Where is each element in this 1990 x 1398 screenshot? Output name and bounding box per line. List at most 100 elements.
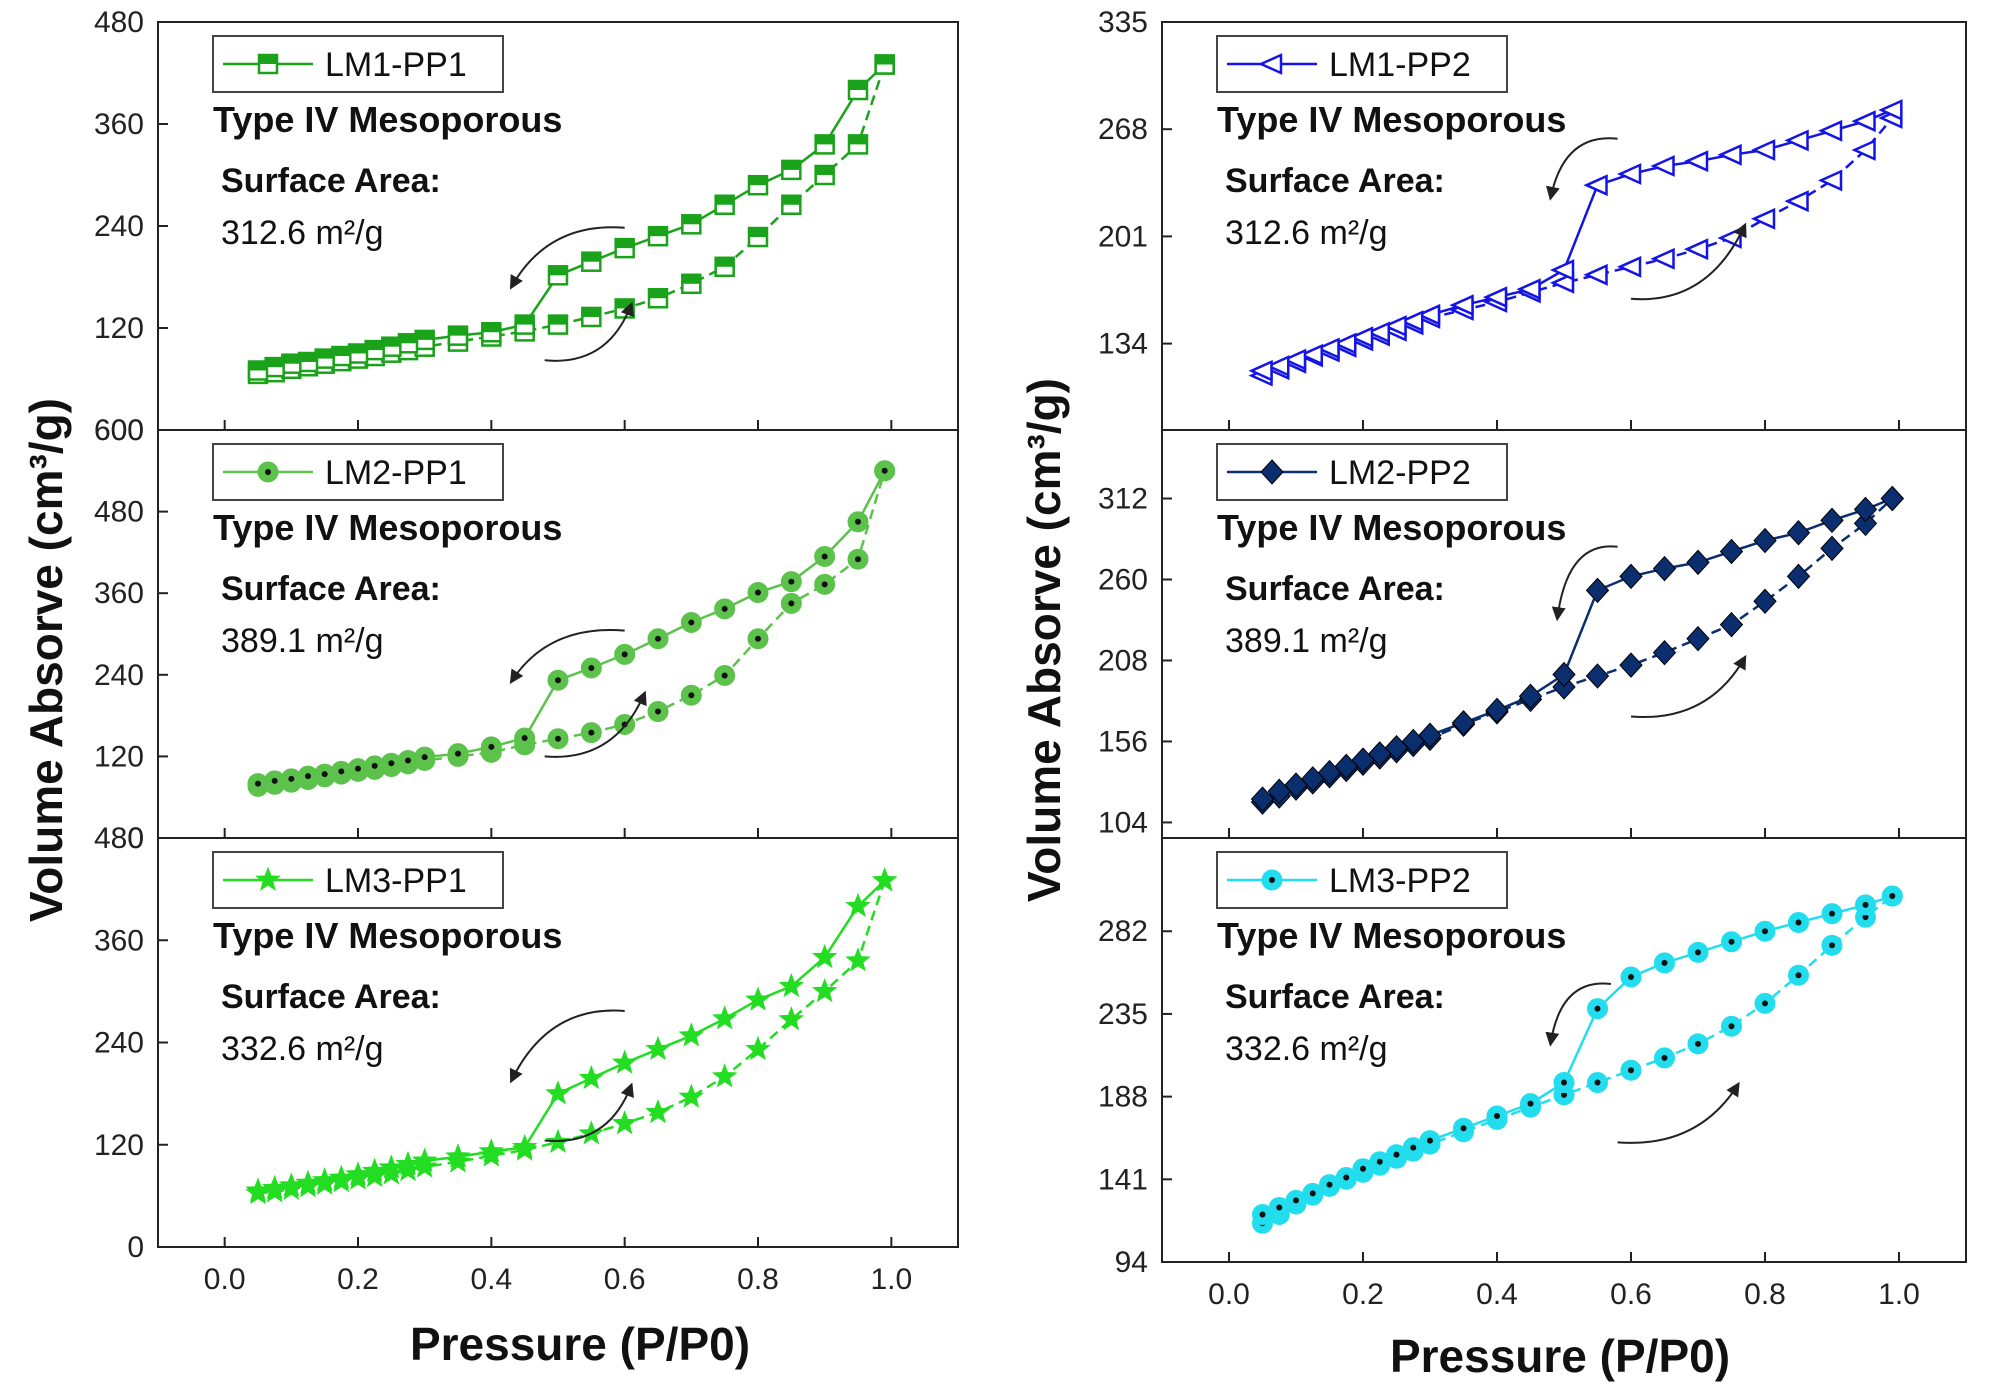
lm1-pp2-desorption-point-18 — [1348, 326, 1374, 349]
lm2-pp1-ytick-label-1: 120 — [94, 740, 144, 773]
lm3-pp1-desorption-point-23 — [261, 1174, 288, 1200]
lm2-pp2-desorption-point-9 — [1585, 577, 1610, 604]
lm2-pp1-desorption-point-21 — [297, 765, 319, 787]
lm2-pp1-desorption-point-5 — [714, 598, 736, 620]
lm1-pp2-legend-point-0 — [1257, 53, 1283, 75]
lm1-pp1-desorption-point-8 — [614, 237, 635, 259]
lm1-pp1-desorption-point-18 — [347, 343, 369, 364]
lm3-pp2-desorption-point-17 — [1369, 1151, 1391, 1173]
lm2-pp2-adsorption-point-17 — [1652, 639, 1677, 666]
lm3-pp1-adsorption-arrow — [544, 1082, 634, 1143]
lm2-pp2-ytick-label-0: 104 — [1098, 806, 1148, 839]
lm3-pp1-desorption-point-22 — [278, 1172, 305, 1197]
lm3-pp1-desorption-arrow — [509, 1009, 625, 1084]
lm3-pp2-desorption-point-11 — [1520, 1093, 1541, 1115]
lm2-pp1-desorption-point-3 — [780, 571, 802, 593]
lm1-pp2-adsorption-arrow — [1630, 222, 1747, 301]
lm3-pp2-desorption-point-20 — [1319, 1174, 1340, 1196]
panel-lm1-pp2: 134 201 268 335 LM1-PP2 Type IV Mesoporous Sur… — [1098, 6, 1967, 431]
lm3-pp2-desorption-point-13 — [1453, 1117, 1474, 1139]
lm1-pp2-desorption-point-2 — [1817, 119, 1843, 142]
lm1-pp2-desorption-point-15 — [1399, 310, 1424, 333]
lm1-pp1-adsorption-point-21 — [781, 194, 802, 215]
lm1-pp2-adsorption-point-21 — [1784, 190, 1809, 213]
lm2-pp1-ytick-label-4: 480 — [94, 496, 144, 529]
lm3-pp2-adsorption-point-17 — [1654, 1047, 1675, 1069]
lm3-pp1-desorption-point-0 — [871, 867, 898, 892]
lm3-pp1-legend-label: LM3-PP1 — [325, 862, 467, 900]
lm1-pp2-desorption-point-22 — [1281, 348, 1307, 371]
lm3-pp1-desorption-point-11 — [511, 1133, 538, 1159]
lm3-pp2-desorption-point-10 — [1553, 1072, 1575, 1094]
lm3-pp2-adsorption-point-22 — [1821, 934, 1843, 956]
lm2-pp1-desorption-point-7 — [647, 628, 669, 650]
lm2-pp1-adsorption-point-14 — [547, 728, 569, 750]
lm3-pp2-desorption-point-6 — [1687, 941, 1709, 963]
lm3-pp1-desorption-point-1 — [845, 892, 871, 918]
lm1-pp2-desorption-point-24 — [1248, 359, 1273, 382]
lm2-pp1-area-label: Surface Area: — [221, 570, 441, 608]
lm1-pp1-type-label: Type IV Mesoporous — [213, 99, 562, 140]
lm2-pp1-desorption-point-22 — [280, 768, 302, 790]
lm1-pp1-legend: LM1-PP1 — [212, 35, 504, 93]
lm3-pp1-desorption-point-2 — [811, 943, 838, 969]
lm2-pp1-adsorption-point-23 — [847, 548, 869, 570]
lm2-pp1-desorption-point-17 — [364, 755, 386, 777]
lm3-pp1-ytick-label-0: 0 — [127, 1231, 144, 1264]
lm1-pp1-adsorption-point-15 — [581, 306, 602, 328]
lm2-pp2-desorption-point-13 — [1451, 710, 1476, 736]
lm2-pp2-desorption-point-3 — [1786, 520, 1811, 546]
lm3-pp2-ytick-label-0: 94 — [1115, 1246, 1148, 1279]
lm3-pp1-desorption-point-12 — [478, 1138, 505, 1163]
panel-lm2-pp2: 104 156 208 260 312 LM2-PP2 Type IV Mesoporous… — [1098, 429, 1967, 839]
lm3-pp1-area-label: Surface Area: — [221, 978, 441, 1016]
lm1-pp2-adsorption-point-18 — [1683, 238, 1709, 261]
lm3-pp1-desorption-point-5 — [711, 1005, 738, 1030]
lm2-pp1-desorption-point-20 — [314, 763, 336, 785]
lm3-pp2-desorption-point-9 — [1587, 998, 1608, 1020]
lm2-pp1-desorption-point-10 — [547, 669, 569, 691]
lm1-pp1-desorption-point-6 — [681, 214, 702, 235]
lm3-pp1-adsorption-point-21 — [778, 1006, 805, 1031]
lm1-pp2-desorption-point-5 — [1717, 143, 1742, 166]
lm1-pp2-ytick-label-1: 201 — [1098, 220, 1148, 253]
lm1-pp1-area-label: Surface Area: — [221, 162, 441, 200]
lm2-pp2-ytick-label-4: 312 — [1098, 483, 1148, 516]
lm1-pp1-desorption-point-7 — [647, 225, 669, 247]
lm2-pp2-adsorption-point-16 — [1619, 652, 1643, 678]
lm2-pp2-type-label: Type IV Mesoporous — [1217, 507, 1566, 548]
lm1-pp1-adsorption-point-17 — [647, 288, 669, 309]
lm1-pp1-ytick-label-3: 480 — [94, 6, 144, 39]
lm1-pp1-desorption-point-20 — [314, 348, 335, 369]
lm2-pp2-desorption-point-0 — [1880, 485, 1904, 512]
lm1-pp1-desorption-arrow — [509, 226, 625, 290]
lm1-pp1-desorption-point-23 — [264, 356, 285, 378]
lm1-pp2-adsorption-point-14 — [1549, 271, 1575, 294]
lm3-pp1-xtick-label-0: 0.0 — [204, 1263, 246, 1296]
lm1-pp1-desorption-point-3 — [781, 159, 802, 181]
lm3-pp2-ytick-label-2: 188 — [1098, 1081, 1148, 1114]
lm2-pp2-ytick-label-2: 208 — [1098, 644, 1148, 677]
lm3-pp1-type-label: Type IV Mesoporous — [213, 915, 562, 956]
lm3-pp2-xtick-label-1: 0.2 — [1342, 1278, 1384, 1311]
lm3-pp2-legend-point-0 — [1261, 869, 1283, 891]
lm3-pp1-desorption-point-16 — [378, 1154, 405, 1179]
lm1-pp2-ytick-label-2: 268 — [1098, 113, 1148, 146]
lm1-pp2-type-label: Type IV Mesoporous — [1217, 99, 1566, 140]
lm1-pp1-desorption-point-4 — [747, 174, 769, 196]
lm3-pp1-desorption-point-3 — [778, 972, 805, 998]
lm3-pp2-ytick-label-3: 235 — [1098, 998, 1148, 1031]
lm2-pp1-desorption-point-16 — [380, 752, 402, 774]
lm1-pp1-desorption-point-17 — [364, 339, 385, 361]
lm3-pp1-adsorption-point-19 — [711, 1063, 738, 1088]
lm2-pp1-ytick-label-0: 0 — [127, 822, 144, 855]
lm1-pp1-desorption-point-21 — [297, 351, 319, 373]
lm1-pp1-desorption-point-13 — [447, 325, 469, 346]
lm1-pp2-desorption-point-8 — [1616, 163, 1642, 185]
left-x-axis-label: Pressure (P/P0) — [410, 1318, 750, 1370]
lm3-pp1-legend: LM3-PP1 — [212, 851, 504, 909]
lm1-pp2-desorption-point-6 — [1683, 150, 1709, 173]
lm2-pp1-ytick-label-3: 360 — [94, 577, 144, 610]
panel-lm3-pp1: 0 120 240 360 480 0.0 0.2 0.4 0.6 0.8 1.0 LM3-PP1 Ty… — [94, 822, 959, 1296]
lm1-pp1-desorption-point-24 — [247, 360, 269, 381]
